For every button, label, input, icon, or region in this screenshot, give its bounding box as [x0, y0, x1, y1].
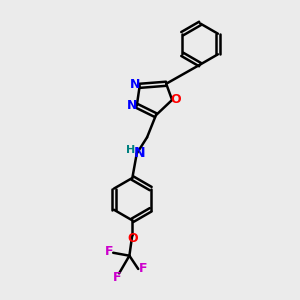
Text: N: N — [127, 99, 137, 112]
Text: H: H — [126, 145, 135, 155]
Text: N: N — [130, 78, 140, 91]
Text: F: F — [105, 245, 113, 258]
Text: O: O — [127, 232, 138, 245]
Text: O: O — [171, 93, 181, 106]
Text: N: N — [133, 146, 145, 160]
Text: F: F — [138, 262, 147, 275]
Text: F: F — [113, 271, 122, 284]
